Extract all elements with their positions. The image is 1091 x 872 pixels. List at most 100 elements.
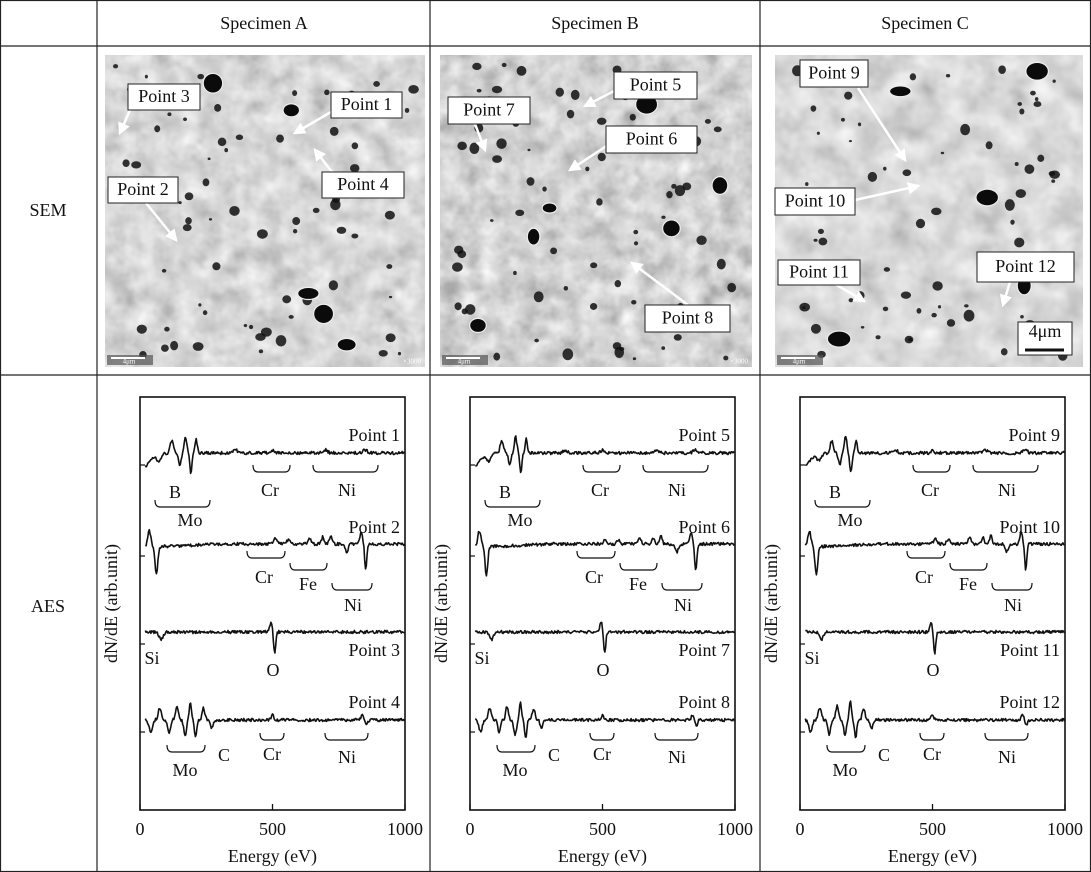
pore [457, 142, 467, 150]
pore [901, 292, 911, 299]
pore [208, 158, 211, 161]
element-label: Mo [837, 510, 862, 530]
pore [849, 298, 854, 302]
pore [1051, 179, 1055, 183]
point-label: Point 7 [463, 100, 515, 120]
pore [517, 66, 527, 76]
pore [386, 333, 396, 342]
pore [513, 271, 517, 275]
spectrum-name: Point 4 [348, 692, 400, 712]
figure-table: Specimen A Specimen B Specimen C SEM AES… [0, 0, 1091, 872]
pore [496, 138, 506, 149]
pore [185, 217, 192, 224]
large-pore [1026, 62, 1049, 80]
point-label: Point 4 [337, 174, 389, 194]
element-label: Ni [668, 480, 686, 500]
pore [571, 90, 580, 100]
pore [209, 218, 212, 220]
pore [183, 117, 187, 121]
pore [875, 335, 880, 339]
large-pore [298, 287, 319, 299]
pore [1010, 220, 1014, 225]
pore [455, 302, 462, 310]
y-axis-label: dN/dE (arb.unit) [431, 544, 452, 663]
element-label: Cr [255, 567, 273, 587]
point-label: Point 8 [662, 308, 714, 328]
pore [1020, 315, 1024, 319]
pore [727, 283, 736, 292]
pore [596, 198, 602, 205]
pore [457, 250, 466, 258]
pore [352, 142, 359, 149]
element-label: O [927, 660, 940, 680]
x-tick-label: 0 [136, 819, 145, 839]
pore [170, 341, 178, 351]
pore [493, 353, 500, 361]
element-label: C [548, 745, 560, 765]
element-label: Si [474, 648, 489, 668]
point-label: Point 1 [341, 94, 393, 114]
pore [490, 219, 494, 222]
pore [197, 74, 204, 79]
pore [597, 118, 606, 125]
pore [1030, 91, 1036, 96]
pore [167, 112, 171, 116]
pore [236, 135, 243, 140]
column-header: Specimen B [551, 13, 639, 33]
pore [696, 236, 706, 245]
pore [714, 126, 722, 132]
large-pore [663, 220, 681, 237]
pore [717, 259, 726, 270]
point-label: Point 10 [785, 191, 846, 211]
pore [477, 89, 482, 93]
x-axis-label: Energy (eV) [888, 846, 977, 867]
pore [811, 105, 817, 111]
element-label: C [218, 745, 230, 765]
pore [164, 327, 169, 332]
pore [183, 224, 192, 231]
magnification: ×3000 [403, 358, 421, 366]
pore [675, 185, 685, 196]
element-label: Ni [674, 595, 692, 615]
pore [113, 64, 118, 68]
element-label: Ni [1004, 595, 1022, 615]
y-axis-label: dN/dE (arb.unit) [101, 544, 122, 663]
pore [931, 313, 936, 317]
sem-image: 4μm×3000Point 5Point 7Point 6Point 8 [440, 55, 752, 367]
element-label: Mo [502, 760, 527, 780]
pore [122, 159, 129, 167]
pore [960, 124, 970, 135]
column-header: Specimen A [220, 13, 308, 33]
spectrum-name: Point 3 [348, 640, 400, 660]
pore [131, 161, 141, 168]
element-label: Ni [998, 480, 1016, 500]
pore [350, 164, 359, 172]
pore [883, 167, 886, 171]
pore [817, 132, 820, 135]
element-label: Si [804, 648, 819, 668]
large-pore [203, 73, 222, 93]
pore [674, 334, 682, 341]
pore [666, 191, 672, 198]
pore [946, 74, 950, 77]
pore [379, 350, 388, 357]
pore [998, 65, 1006, 74]
pore [293, 229, 297, 233]
x-tick-label: 500 [589, 819, 616, 839]
pore [564, 286, 568, 291]
pore [634, 241, 638, 245]
pore [799, 303, 810, 312]
pore [1033, 101, 1041, 107]
pore [590, 303, 597, 310]
element-label: C [878, 745, 890, 765]
spectrum-name: Point 12 [999, 692, 1060, 712]
pore [813, 239, 817, 242]
element-label: Ni [338, 480, 356, 500]
element-label: Cr [591, 480, 609, 500]
x-axis-label: Energy (eV) [228, 846, 317, 867]
large-pore [890, 86, 912, 97]
element-label: Ni [668, 747, 686, 767]
pore [276, 135, 284, 143]
pore [193, 342, 204, 351]
